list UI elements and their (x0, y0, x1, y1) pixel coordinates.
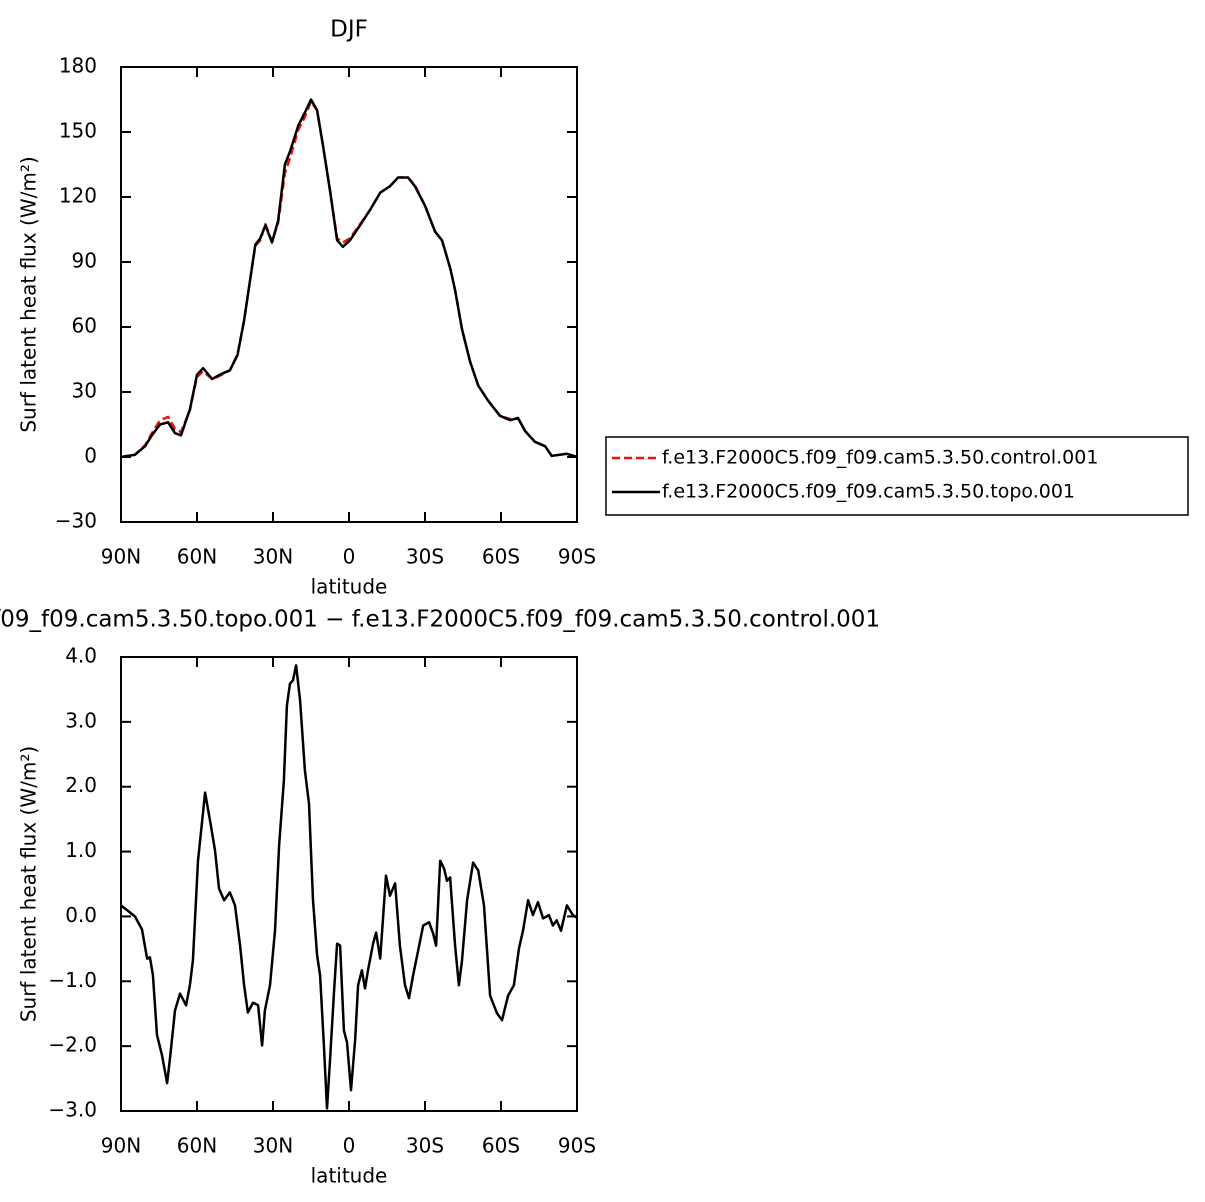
legend-label: f.e13.F2000C5.f09_f09.cam5.3.50.control.… (662, 447, 1098, 469)
x-tick-label: 90N (101, 1134, 141, 1158)
x-tick-label: 90S (558, 1134, 596, 1158)
data-line (120, 98, 578, 459)
y-tick-label: 4.0 (65, 644, 97, 668)
y-tick-label: −3.0 (48, 1098, 97, 1122)
x-tick-label: 0 (343, 545, 356, 569)
y-axis-label: Surf latent heat flux (W/m²) (17, 746, 41, 1022)
legend-box (605, 436, 1189, 516)
y-tick-label: 150 (59, 119, 97, 143)
x-tick-label: 0 (343, 1134, 356, 1158)
y-tick-label: 2.0 (65, 773, 97, 797)
y-tick-label: −30 (55, 509, 97, 533)
x-axis-label: latitude (311, 1164, 388, 1188)
data-line (120, 100, 578, 459)
y-tick-label: 0 (84, 444, 97, 468)
y-tick-label: 30 (72, 379, 97, 403)
data-line (120, 664, 578, 1110)
y-tick-label: 180 (59, 54, 97, 78)
legend-label: f.e13.F2000C5.f09_f09.cam5.3.50.topo.001 (662, 481, 1075, 503)
chart-title: f.e13.F2000C5.f09_f09.cam5.3.50.topo.001… (0, 607, 880, 633)
y-tick-label: −2.0 (48, 1033, 97, 1057)
x-tick-label: 60N (177, 545, 217, 569)
x-tick-label: 60S (482, 545, 520, 569)
x-tick-label: 30N (253, 1134, 293, 1158)
y-tick-label: 0.0 (65, 903, 97, 927)
chart-title: DJF (330, 17, 368, 43)
x-tick-label: 90N (101, 545, 141, 569)
y-tick-label: 1.0 (65, 838, 97, 862)
x-tick-label: 90S (558, 545, 596, 569)
x-tick-label: 60S (482, 1134, 520, 1158)
y-axis-label: Surf latent heat flux (W/m²) (17, 156, 41, 432)
plot-frame (120, 656, 578, 1112)
plot-frame (120, 66, 578, 523)
legend: f.e13.F2000C5.f09_f09.cam5.3.50.control.… (605, 436, 1189, 516)
x-tick-label: 30N (253, 545, 293, 569)
y-tick-label: −1.0 (48, 968, 97, 992)
y-tick-label: 90 (72, 249, 97, 273)
y-tick-label: 120 (59, 184, 97, 208)
x-axis-label: latitude (311, 575, 388, 599)
y-tick-label: 3.0 (65, 708, 97, 732)
y-tick-label: 60 (72, 314, 97, 338)
x-tick-label: 30S (406, 545, 444, 569)
x-tick-label: 30S (406, 1134, 444, 1158)
x-tick-label: 60N (177, 1134, 217, 1158)
